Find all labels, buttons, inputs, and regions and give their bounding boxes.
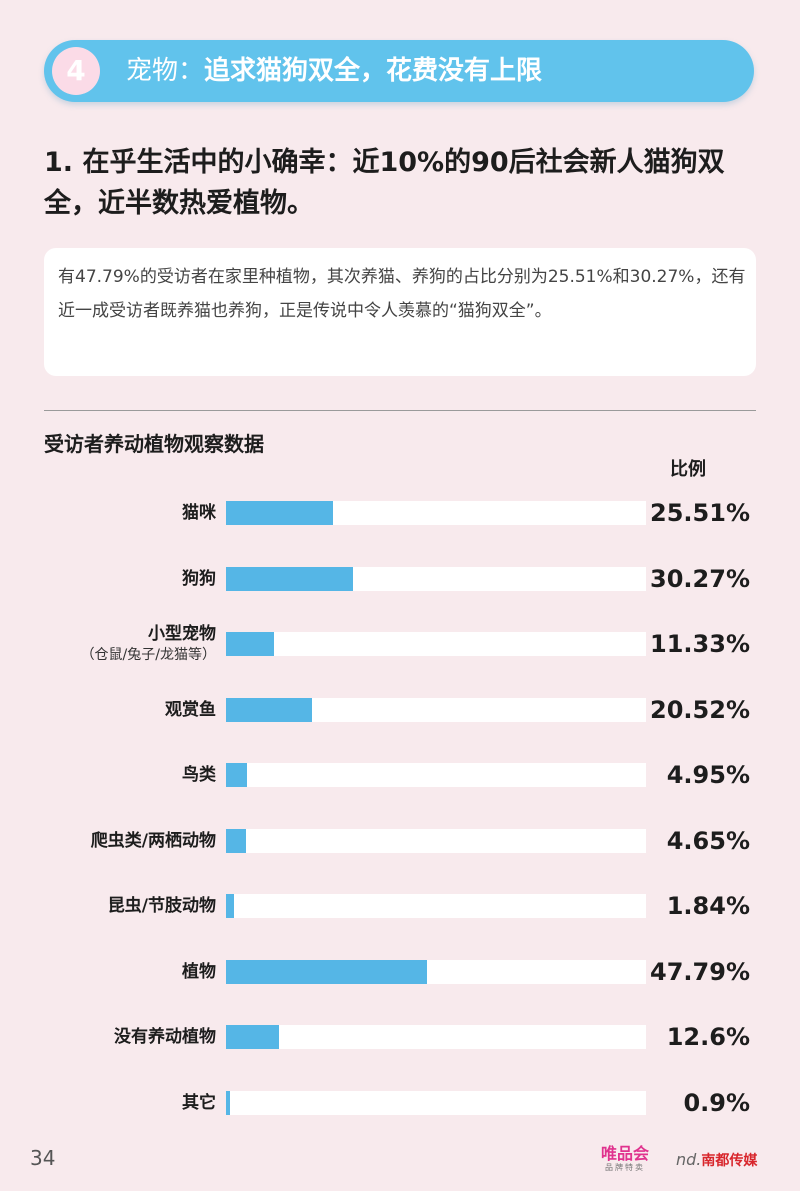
page-number: 34 — [30, 1146, 56, 1170]
vip-logo-text: 唯品会 — [600, 1144, 649, 1163]
bar-row: 昆虫/节肢动物 1.84% — [0, 884, 800, 928]
bar-row: 其它 0.9% — [0, 1081, 800, 1125]
bar-row: 猫咪 25.51% — [0, 491, 800, 535]
category-label: 植物 — [182, 950, 216, 994]
category-label: 没有养动植物 — [114, 1015, 216, 1059]
value-label: 1.84% — [666, 892, 750, 920]
category-name: 观赏鱼 — [165, 700, 216, 720]
value-label: 11.33% — [650, 630, 750, 658]
value-label: 25.51% — [650, 499, 750, 527]
section-title-main: 追求猫狗双全，花费没有上限 — [204, 56, 543, 86]
bar-track — [226, 1025, 646, 1049]
value-label: 0.9% — [683, 1089, 750, 1117]
bar — [226, 632, 274, 656]
bar-row: 爬虫类/两栖动物 4.65% — [0, 819, 800, 863]
vip-logo-subtext: 品牌特卖 — [605, 1163, 645, 1172]
bar-row: 鸟类 4.95% — [0, 753, 800, 797]
category-name: 爬虫类/两栖动物 — [90, 831, 216, 851]
bar-track — [226, 763, 646, 787]
bar-track — [226, 1091, 646, 1115]
category-name: 狗狗 — [182, 569, 216, 589]
section-title: 宠物：追求猫狗双全，花费没有上限 — [126, 40, 542, 102]
vip-logo: 唯品会 品牌特卖 — [594, 1145, 656, 1173]
bar — [226, 1091, 230, 1115]
page-heading: 1. 在乎生活中的小确幸：近10%的90后社会新人猫狗双全，近半数热爱植物。 — [44, 147, 725, 219]
section-title-prefix: 宠物： — [126, 56, 205, 86]
bar-track — [226, 829, 646, 853]
bar-row: 观赏鱼 20.52% — [0, 688, 800, 732]
bar — [226, 829, 246, 853]
value-label: 30.27% — [650, 565, 750, 593]
category-name: 鸟类 — [182, 765, 216, 785]
value-label: 47.79% — [650, 958, 750, 986]
value-label: 4.95% — [666, 761, 750, 789]
bar-row: 小型宠物 （仓鼠/兔子/龙猫等） 11.33% — [0, 622, 800, 666]
bar-track — [226, 567, 646, 591]
bar-row: 没有养动植物 12.6% — [0, 1015, 800, 1059]
category-label: 鸟类 — [182, 753, 216, 797]
bar-track — [226, 632, 646, 656]
bar — [226, 960, 427, 984]
category-name: 植物 — [182, 962, 216, 982]
category-label: 猫咪 — [182, 491, 216, 535]
bar — [226, 1025, 279, 1049]
category-label: 小型宠物 （仓鼠/兔子/龙猫等） — [81, 622, 216, 666]
bar — [226, 567, 354, 591]
bar-track — [226, 960, 646, 984]
bar — [226, 501, 334, 525]
value-label: 12.6% — [666, 1023, 750, 1051]
description-text: 有47.79%的受访者在家里种植物，其次养猫、养狗的占比分别为25.51%和30… — [58, 267, 746, 321]
category-label: 狗狗 — [182, 557, 216, 601]
nandu-logo: nd.南都传媒 — [676, 1150, 757, 1170]
bar-row: 植物 47.79% — [0, 950, 800, 994]
category-label: 爬虫类/两栖动物 — [91, 819, 216, 863]
category-name: 昆虫/节肢动物 — [107, 896, 216, 916]
section-header: 4 宠物：追求猫狗双全，花费没有上限 — [44, 40, 754, 102]
category-name: 猫咪 — [182, 503, 216, 523]
category-label: 昆虫/节肢动物 — [108, 884, 216, 928]
category-label: 观赏鱼 — [165, 688, 216, 732]
category-name: 没有养动植物 — [114, 1027, 216, 1047]
bar — [226, 894, 234, 918]
value-label: 4.65% — [666, 827, 750, 855]
category-label: 其它 — [182, 1081, 216, 1125]
nandu-logo-text: 南都传媒 — [701, 1153, 758, 1169]
description-box: 有47.79%的受访者在家里种植物，其次养猫、养狗的占比分别为25.51%和30… — [44, 248, 756, 376]
category-name: 小型宠物 — [148, 624, 216, 644]
category-name: 其它 — [182, 1093, 216, 1113]
bar-track — [226, 894, 646, 918]
nandu-logo-mark: nd. — [676, 1150, 702, 1169]
chart-title: 受访者养动植物观察数据 — [44, 432, 264, 456]
value-label: 20.52% — [650, 696, 750, 724]
bar-track — [226, 698, 646, 722]
section-number-badge: 4 — [52, 47, 100, 95]
value-column-header: 比例 — [670, 459, 706, 480]
category-note: （仓鼠/兔子/龙猫等） — [80, 647, 216, 663]
bar-row: 狗狗 30.27% — [0, 557, 800, 601]
divider — [44, 410, 756, 411]
bar — [226, 763, 247, 787]
bar — [226, 698, 313, 722]
bar-track — [226, 501, 646, 525]
